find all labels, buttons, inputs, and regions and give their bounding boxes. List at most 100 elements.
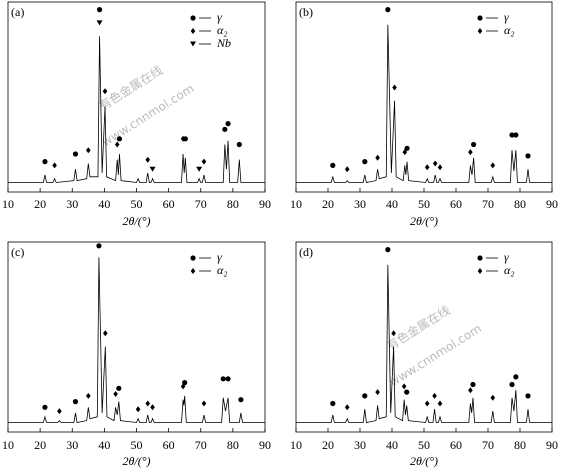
- phase-marker: [509, 132, 515, 138]
- phase-marker: [145, 400, 151, 407]
- panel-label: (c): [11, 245, 24, 259]
- x-tick-label: 10: [2, 438, 14, 452]
- phase-marker: [392, 84, 397, 91]
- phase-marker: [432, 392, 437, 399]
- x-tick-label: 30: [66, 197, 78, 211]
- phase-marker: [437, 400, 443, 407]
- phase-marker: [149, 166, 156, 172]
- phase-marker: [402, 149, 408, 156]
- legend-label: Nb: [216, 36, 231, 50]
- phase-marker: [116, 385, 122, 391]
- phase-marker: [116, 136, 123, 142]
- phase-marker: [330, 400, 336, 407]
- x-tick-label: 20: [322, 438, 334, 452]
- panel-label: (b): [299, 5, 313, 19]
- phase-marker: [145, 156, 151, 163]
- x-tick-label: 20: [322, 197, 334, 211]
- x-axis-label: 2θ/(°): [122, 454, 150, 468]
- phase-marker: [385, 6, 391, 13]
- phase-marker: [201, 158, 207, 165]
- x-tick-label: 70: [482, 438, 494, 452]
- x-tick-label: 10: [2, 197, 14, 211]
- x-tick-label: 20: [34, 197, 46, 211]
- phase-marker: [114, 141, 120, 148]
- phase-marker: [468, 149, 473, 156]
- phase-marker: [362, 393, 368, 399]
- phase-marker: [225, 376, 231, 382]
- x-tick-label: 60: [163, 438, 175, 452]
- spectrum-line: [296, 24, 552, 183]
- x-tick-label: 80: [514, 438, 526, 452]
- phase-marker: [42, 159, 48, 165]
- phase-marker: [490, 162, 496, 169]
- phase-marker: [86, 392, 91, 399]
- phase-marker: [180, 383, 186, 390]
- legend-symbol: [190, 255, 196, 261]
- x-tick-label: 10: [290, 438, 302, 452]
- legend-label: γ: [217, 250, 222, 264]
- phase-marker: [432, 160, 438, 167]
- phase-marker: [225, 121, 231, 127]
- phase-marker: [385, 247, 391, 253]
- phase-marker: [509, 381, 515, 388]
- phase-marker: [103, 330, 108, 337]
- legend-label: γ: [504, 250, 509, 264]
- x-tick-label: 70: [195, 197, 207, 211]
- x-tick-label: 50: [418, 197, 430, 211]
- phase-marker: [222, 126, 228, 132]
- x-axis-label: 2θ/(°): [410, 454, 438, 468]
- panel-label: (a): [11, 5, 24, 19]
- legend-label: γ: [217, 10, 222, 24]
- x-tick-label: 30: [66, 438, 78, 452]
- legend-label: γ: [504, 10, 509, 24]
- x-tick-label: 40: [386, 197, 398, 211]
- x-tick-label: 40: [98, 197, 110, 211]
- x-tick-label: 90: [546, 438, 558, 452]
- phase-marker: [52, 162, 57, 169]
- phase-marker: [220, 376, 226, 382]
- phase-marker: [513, 374, 519, 380]
- phase-marker: [57, 408, 62, 415]
- x-tick-label: 90: [259, 197, 271, 211]
- spectrum-line: [8, 257, 265, 423]
- x-axis-label: 2θ/(°): [410, 214, 438, 228]
- phase-marker: [113, 391, 118, 397]
- phase-marker: [86, 147, 91, 154]
- x-tick-label: 20: [34, 438, 46, 452]
- legend-label: α₂: [504, 263, 514, 277]
- phase-marker: [424, 400, 430, 407]
- x-axis-label: 2θ/(°): [122, 214, 150, 228]
- panel-label: (d): [299, 245, 313, 259]
- x-tick-label: 50: [418, 438, 430, 452]
- legend-symbol: [190, 268, 196, 274]
- phase-marker: [42, 404, 48, 410]
- phase-marker: [72, 399, 79, 405]
- phase-marker: [525, 393, 531, 399]
- phase-marker: [404, 145, 410, 151]
- legend-symbol: [477, 255, 483, 261]
- legend-symbol: [190, 28, 196, 34]
- phase-marker: [424, 164, 430, 171]
- x-tick-label: 60: [163, 197, 175, 211]
- legend-label: α₂: [504, 23, 514, 37]
- phase-marker: [150, 404, 155, 411]
- legend-symbol: [477, 268, 483, 274]
- x-tick-label: 80: [514, 197, 526, 211]
- phase-marker: [196, 166, 203, 172]
- phase-marker: [102, 88, 108, 95]
- legend-symbol: [477, 15, 483, 21]
- phase-marker: [96, 20, 103, 26]
- phase-marker: [375, 389, 380, 396]
- x-tick-label: 10: [290, 197, 302, 211]
- x-tick-label: 80: [227, 438, 239, 452]
- x-tick-label: 30: [354, 438, 366, 452]
- x-tick-label: 90: [546, 197, 558, 211]
- phase-marker: [330, 162, 336, 168]
- x-tick-label: 70: [195, 438, 207, 452]
- legend-label: α₂: [217, 263, 227, 277]
- x-tick-label: 80: [227, 197, 239, 211]
- legend-symbol: [190, 15, 196, 21]
